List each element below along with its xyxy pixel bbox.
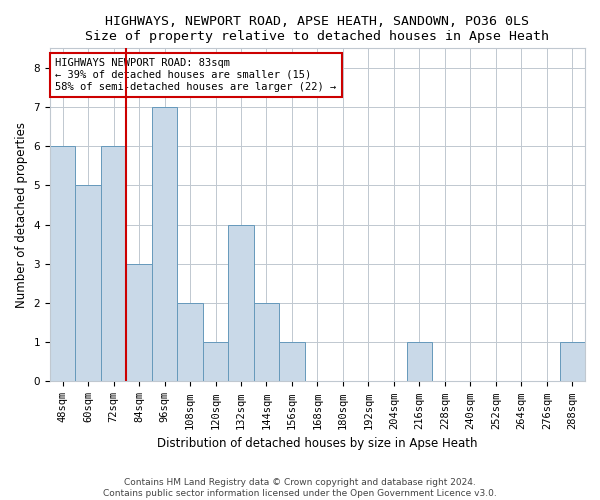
Y-axis label: Number of detached properties: Number of detached properties: [15, 122, 28, 308]
Bar: [50, 146, 76, 382]
Text: Contains HM Land Registry data © Crown copyright and database right 2024.
Contai: Contains HM Land Registry data © Crown c…: [103, 478, 497, 498]
Bar: [101, 146, 127, 382]
Bar: [228, 224, 254, 382]
Bar: [254, 303, 279, 382]
Text: HIGHWAYS NEWPORT ROAD: 83sqm
← 39% of detached houses are smaller (15)
58% of se: HIGHWAYS NEWPORT ROAD: 83sqm ← 39% of de…: [55, 58, 337, 92]
Title: HIGHWAYS, NEWPORT ROAD, APSE HEATH, SANDOWN, PO36 0LS
Size of property relative : HIGHWAYS, NEWPORT ROAD, APSE HEATH, SAND…: [85, 15, 550, 43]
Bar: [76, 186, 101, 382]
Bar: [407, 342, 432, 382]
Bar: [203, 342, 228, 382]
Bar: [279, 342, 305, 382]
Bar: [127, 264, 152, 382]
Bar: [152, 107, 178, 382]
X-axis label: Distribution of detached houses by size in Apse Heath: Distribution of detached houses by size …: [157, 437, 478, 450]
Bar: [560, 342, 585, 382]
Bar: [178, 303, 203, 382]
